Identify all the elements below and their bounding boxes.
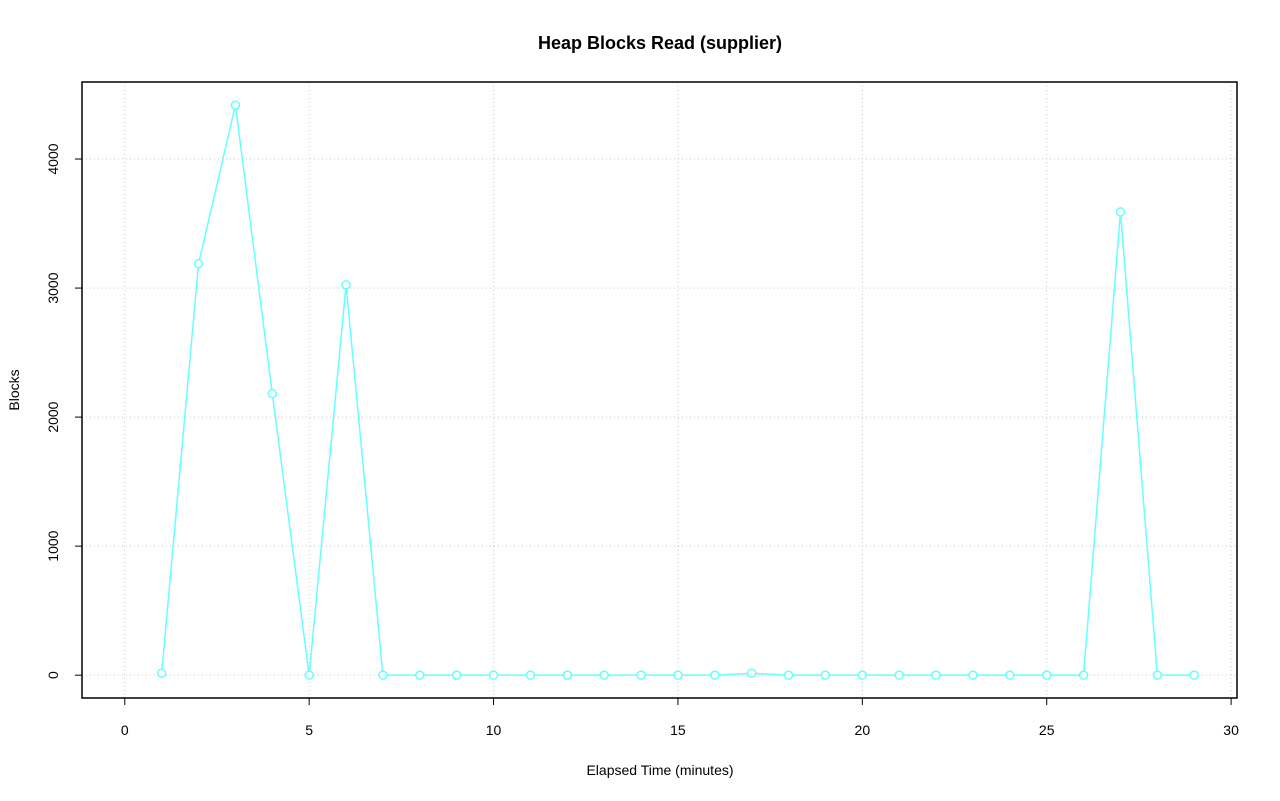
data-point xyxy=(968,670,978,680)
data-point xyxy=(451,670,462,680)
data-point xyxy=(746,668,757,678)
y-tick-label: 0 xyxy=(45,671,61,679)
data-point xyxy=(931,670,941,680)
data-point xyxy=(710,670,720,680)
data-point xyxy=(1078,670,1089,680)
data-point xyxy=(1152,670,1163,680)
x-tick-label: 25 xyxy=(1039,722,1055,738)
data-point xyxy=(857,670,868,680)
x-tick-label: 15 xyxy=(670,722,686,738)
data-point xyxy=(193,259,204,269)
data-point xyxy=(267,388,278,399)
data-point xyxy=(415,670,425,680)
data-point xyxy=(820,670,831,680)
data-point xyxy=(636,670,646,680)
y-tick-label: 2000 xyxy=(45,401,61,432)
data-point xyxy=(156,668,167,678)
x-axis-label: Elapsed Time (minutes) xyxy=(586,762,733,778)
data-point xyxy=(525,670,536,680)
x-tick-label: 30 xyxy=(1223,722,1239,738)
data-point xyxy=(1005,670,1015,680)
data-point xyxy=(1189,670,1199,680)
x-tick-label: 5 xyxy=(305,722,313,738)
data-point xyxy=(1041,670,1052,680)
x-tick-label: 10 xyxy=(486,722,502,738)
data-point xyxy=(894,670,904,680)
data-point xyxy=(562,670,573,680)
data-point xyxy=(1115,207,1126,217)
y-axis-label: Blocks xyxy=(6,369,22,410)
data-point xyxy=(341,280,351,290)
data-point xyxy=(488,670,499,680)
x-tick-label: 0 xyxy=(121,722,129,738)
y-tick-label: 1000 xyxy=(45,530,61,561)
data-point xyxy=(230,100,241,110)
y-tick-label: 4000 xyxy=(45,143,61,174)
plot-frame xyxy=(81,81,1238,699)
data-point xyxy=(378,670,388,680)
data-point xyxy=(673,670,683,680)
data-point xyxy=(783,670,794,680)
chart-title: Heap Blocks Read (supplier) xyxy=(538,33,782,53)
x-tick-label: 20 xyxy=(855,722,871,738)
y-tick-label: 3000 xyxy=(45,272,61,303)
data-point xyxy=(599,670,609,680)
data-point xyxy=(304,670,314,680)
